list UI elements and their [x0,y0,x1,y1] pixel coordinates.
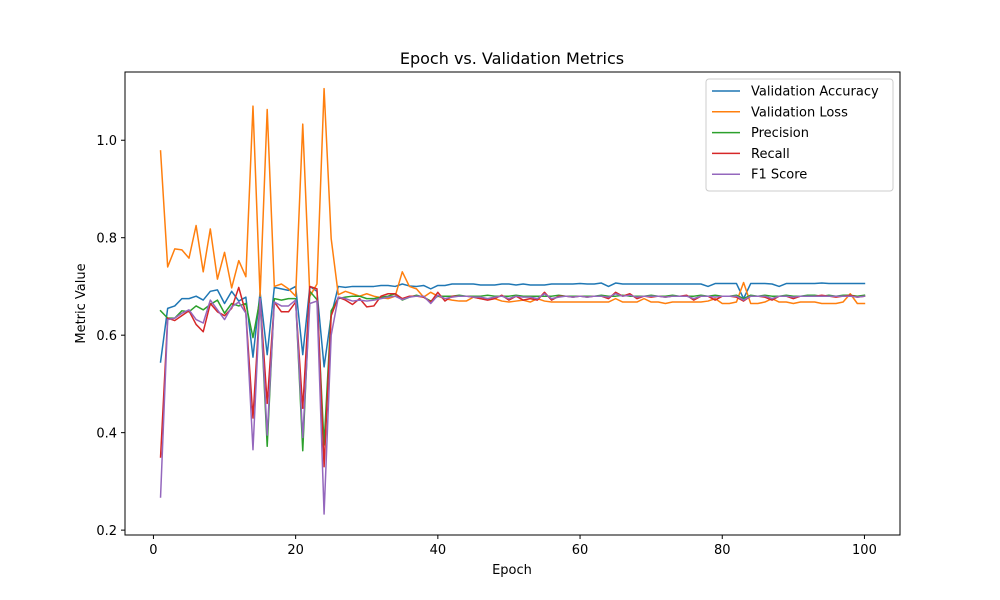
y-axis-title: Metric Value [74,263,89,343]
x-axis: 0 20 40 60 80 100 [149,535,877,558]
series-line-4 [159,293,866,515]
y-axis: 0.2 0.4 0.6 0.8 1.0 [96,134,125,539]
y-tick-label: 0.8 [96,232,117,247]
chart-title: Epoch vs. Validation Metrics [400,49,624,68]
series-line-2 [159,290,866,452]
x-tick-label: 20 [287,543,304,558]
legend-label-2: Precision [751,126,809,141]
series-line-1 [159,87,866,305]
x-tick-label: 40 [430,543,447,558]
y-tick-label: 1.0 [96,134,117,149]
legend-label-0: Validation Accuracy [751,85,879,100]
legend-label-1: Validation Loss [751,105,848,120]
legend-label-4: F1 Score [751,168,807,183]
plot-frame [124,71,901,536]
legend-label-3: Recall [751,147,790,162]
x-tick-label: 80 [714,543,731,558]
y-tick-label: 0.2 [96,524,117,539]
legend: Validation Accuracy Validation Loss Precis… [705,78,894,192]
series-layer [159,87,866,515]
y-tick-label: 0.4 [96,427,117,442]
x-tick-label: 100 [852,543,877,558]
y-tick-label: 0.6 [96,329,117,344]
x-tick-label: 0 [149,543,157,558]
x-tick-label: 60 [572,543,589,558]
legend-box [705,78,894,192]
x-axis-title: Epoch [492,563,532,578]
